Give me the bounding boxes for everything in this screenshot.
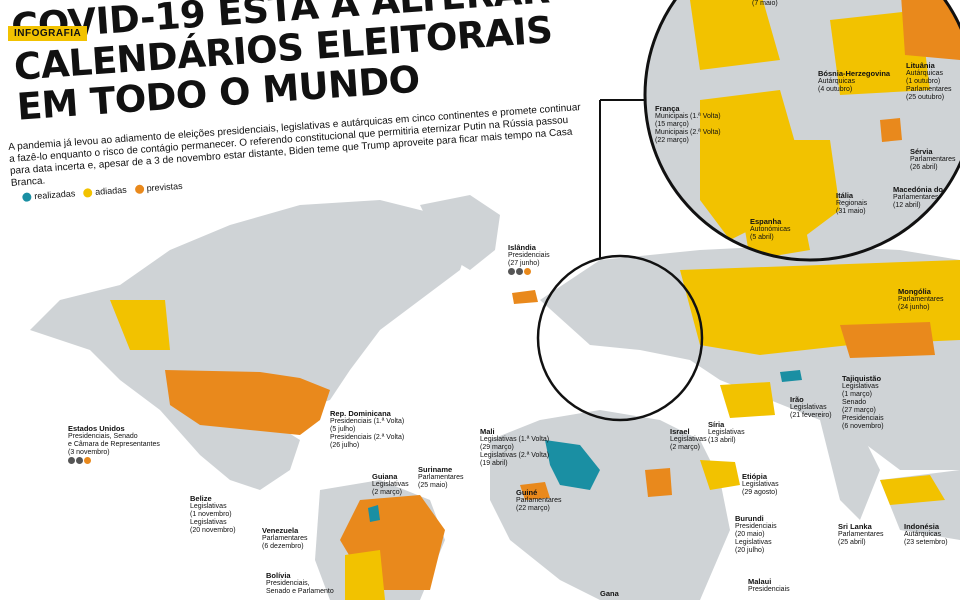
alaska-canada (110, 300, 170, 350)
mali (545, 440, 600, 490)
iceland (512, 290, 538, 304)
label-top-cut: (7 maio) (752, 0, 778, 7)
bolivia (345, 550, 385, 600)
label-israel: Israel Legislativas (2 março) (670, 427, 707, 452)
ethiopia (700, 460, 740, 490)
europe-locator-circle (536, 254, 704, 422)
label-macedonia: Macedónia do Parlamentares (12 abril) (893, 185, 944, 210)
label-gana: Gana (600, 589, 619, 598)
iran (720, 382, 775, 418)
label-bosnia: Bósnia-Herzegovina Autárquicas (4 outubro) (818, 69, 891, 94)
usa (165, 370, 330, 435)
label-italia: Itália Regionais (31 maio) (836, 191, 868, 216)
label-malaui: Malaui Presidenciais (748, 577, 790, 594)
guine (520, 482, 550, 500)
label-mali: Mali Legislativas (1.ª Volta) (29 março) Le… (480, 427, 550, 468)
chad (645, 468, 672, 497)
label-lituania: Lituânia Autárquicas (1 outubro) Parlamenta… (906, 61, 952, 102)
label-burundi: Burundi Presidenciais (20 maio) Legislativa… (735, 514, 777, 555)
label-guiana: Guiana Legislativas (2 março) (372, 472, 409, 497)
label-franca: França Municipais (1.ª Volta) (15 março) Mu… (655, 104, 721, 145)
label-dominicana: Rep. Dominicana Presidenciais (1.ª Volta)… (330, 409, 405, 450)
mongolia (840, 322, 935, 358)
label-guine: Guiné Parlamentares (22 março) (516, 488, 562, 513)
label-irao: Irão Legislativas (21 fevereiro) (790, 395, 832, 420)
label-eua: Estados Unidos Presidenciais, Senado e Câm… (68, 425, 160, 465)
label-tajiquistao: Tajiquistão Legislativas (1 março) Senado (2… (842, 374, 884, 431)
label-islandia: Islândia Presidenciais (27 junho) (508, 244, 550, 276)
label-mongolia: Mongólia Parlamentares (24 junho) (898, 287, 944, 312)
label-venezuela: Venezuela Parlamentares (6 dezembro) (262, 526, 308, 551)
label-belize: Belize Legislativas (1 novembro) Legislativ… (190, 494, 236, 535)
section-tag: INFOGRAFIA (8, 26, 88, 41)
indonesia (880, 475, 945, 505)
label-bolivia: Bolívia Presidenciais, Senado e Parlamento (266, 571, 334, 596)
label-espanha: Espanha Autonómicas (5 abril) (750, 217, 791, 242)
label-etiopia: Etiópia Legislativas (29 agosto) (742, 472, 779, 497)
tajikistan (780, 370, 802, 382)
europe-zoom-inset (643, 0, 960, 262)
guiana (368, 505, 380, 522)
label-srilanka: Sri Lanka Parlamentares (25 abril) (838, 522, 884, 547)
label-suriname: Suriname Parlamentares (25 maio) (418, 465, 464, 490)
label-indonesia: Indonésia Autárquicas (23 setembro) (904, 522, 948, 547)
label-siria: Síria Legislativas (13 abril) (708, 420, 745, 445)
label-servia: Sérvia Parlamentares (26 abril) (910, 147, 956, 172)
